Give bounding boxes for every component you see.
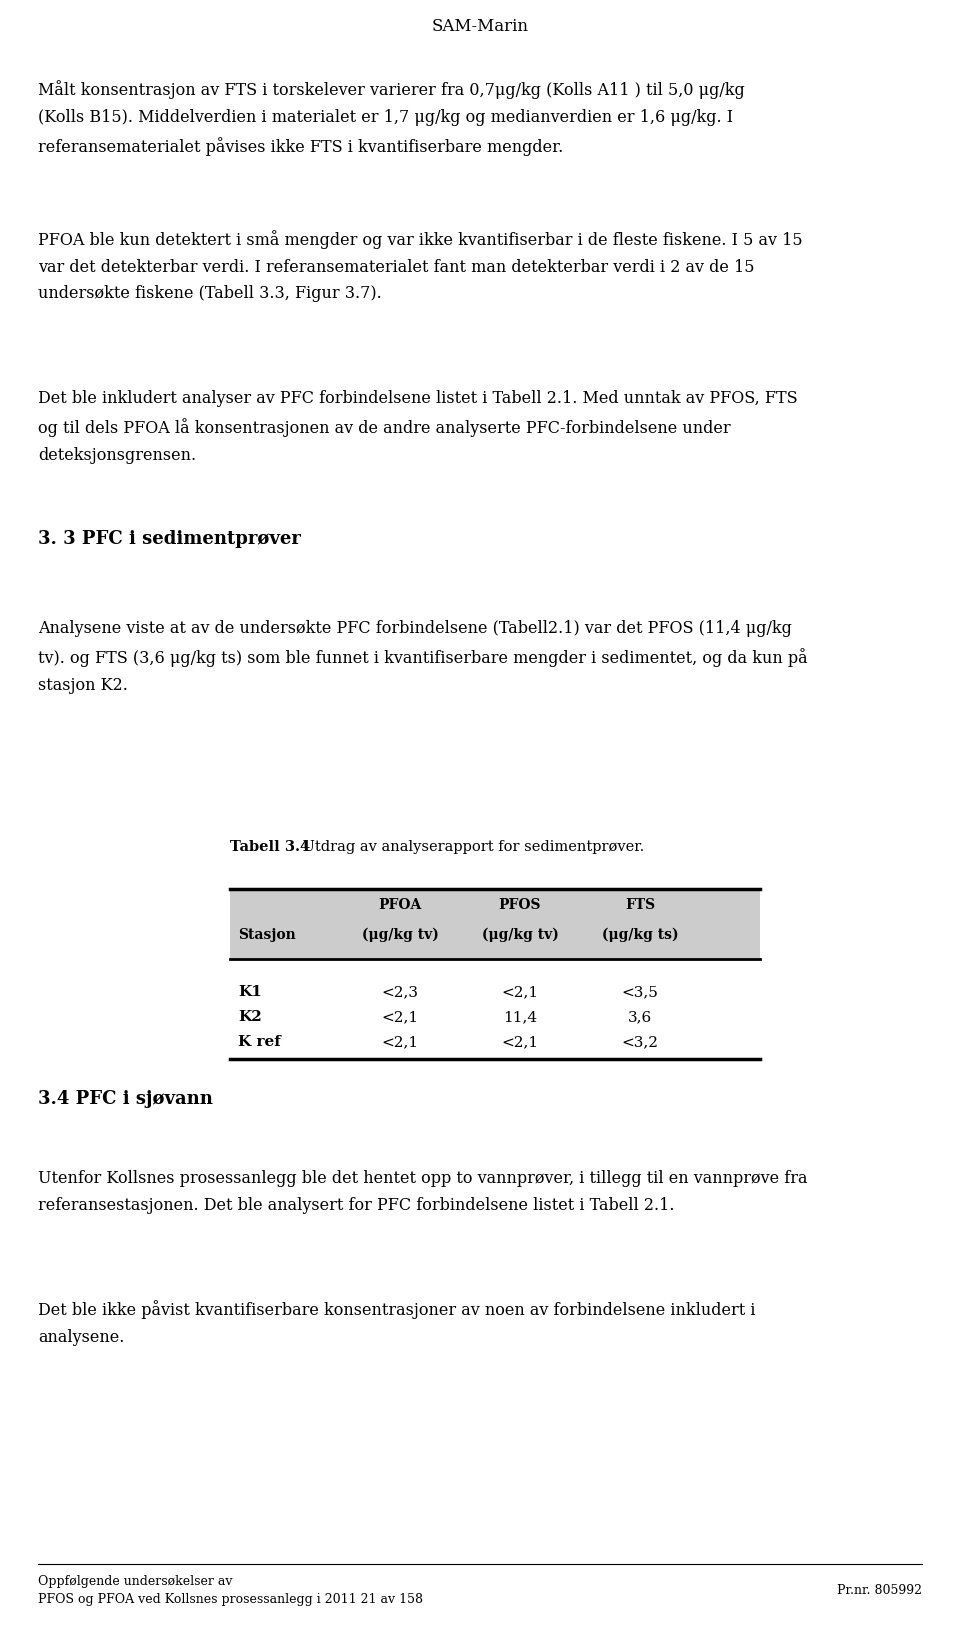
Text: Tabell 3.4: Tabell 3.4	[230, 839, 310, 854]
Text: <3,5: <3,5	[621, 985, 659, 999]
Text: FTS: FTS	[625, 898, 655, 911]
Text: PFOS: PFOS	[499, 898, 541, 911]
Text: Analysene viste at av de undersøkte PFC forbindelsene (Tabell2.1) var det PFOS (: Analysene viste at av de undersøkte PFC …	[38, 619, 807, 693]
Text: PFOA: PFOA	[378, 898, 421, 911]
Text: <3,2: <3,2	[621, 1035, 659, 1048]
Text: Utdrag av analyserapport for sedimentprøver.: Utdrag av analyserapport for sedimentprø…	[298, 839, 644, 854]
Text: 11,4: 11,4	[503, 1009, 537, 1024]
Text: Målt konsentrasjon av FTS i torskelever varierer fra 0,7μg/kg (Kolls A11 ) til 5: Målt konsentrasjon av FTS i torskelever …	[38, 80, 745, 155]
Text: <2,1: <2,1	[381, 1035, 419, 1048]
Text: <2,1: <2,1	[501, 1035, 539, 1048]
Text: SAM-Marin: SAM-Marin	[431, 18, 529, 34]
Text: <2,1: <2,1	[381, 1009, 419, 1024]
Text: K1: K1	[238, 985, 262, 999]
Text: <2,1: <2,1	[501, 985, 539, 999]
Text: Utenfor Kollsnes prosessanlegg ble det hentet opp to vannprøver, i tillegg til e: Utenfor Kollsnes prosessanlegg ble det h…	[38, 1169, 807, 1213]
Text: 3. 3 PFC i sedimentprøver: 3. 3 PFC i sedimentprøver	[38, 530, 300, 548]
Text: Det ble inkludert analyser av PFC forbindelsene listet i Tabell 2.1. Med unntak : Det ble inkludert analyser av PFC forbin…	[38, 390, 798, 463]
Text: (μg/kg ts): (μg/kg ts)	[602, 927, 679, 942]
Text: 3,6: 3,6	[628, 1009, 652, 1024]
Text: <2,3: <2,3	[381, 985, 419, 999]
Text: Det ble ikke påvist kvantifiserbare konsentrasjoner av noen av forbindelsene ink: Det ble ikke påvist kvantifiserbare kons…	[38, 1299, 756, 1345]
Text: K2: K2	[238, 1009, 262, 1024]
Text: PFOS og PFOA ved Kollsnes prosessanlegg i 2011 21 av 158: PFOS og PFOA ved Kollsnes prosessanlegg …	[38, 1593, 423, 1606]
Text: (μg/kg tv): (μg/kg tv)	[482, 927, 559, 942]
Text: PFOA ble kun detektert i små mengder og var ikke kvantifiserbar i de fleste fisk: PFOA ble kun detektert i små mengder og …	[38, 230, 803, 302]
Text: (μg/kg tv): (μg/kg tv)	[362, 927, 439, 942]
Text: 3.4 PFC i sjøvann: 3.4 PFC i sjøvann	[38, 1089, 213, 1107]
Text: Pr.nr. 805992: Pr.nr. 805992	[837, 1583, 922, 1596]
Text: Oppfølgende undersøkelser av: Oppfølgende undersøkelser av	[38, 1575, 232, 1588]
Text: Stasjon: Stasjon	[238, 927, 296, 942]
Bar	[230, 890, 760, 960]
Text: K ref: K ref	[238, 1035, 281, 1048]
